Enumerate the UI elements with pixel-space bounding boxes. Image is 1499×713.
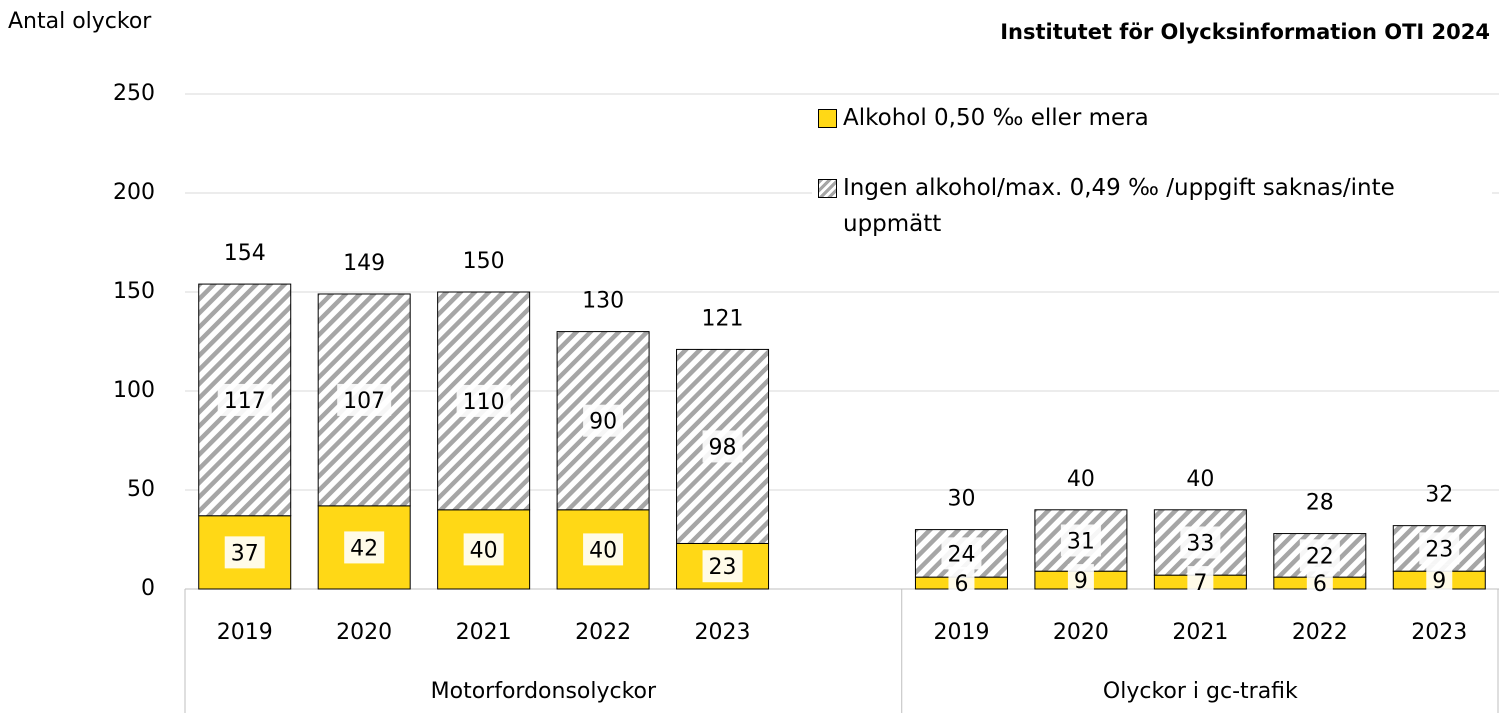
data-label-bg bbox=[337, 383, 392, 416]
group-label: Motorfordonsolyckor bbox=[431, 679, 657, 704]
data-label: 117 bbox=[224, 389, 266, 414]
total-label: 40 bbox=[1186, 467, 1214, 492]
total-label: 149 bbox=[343, 251, 385, 276]
x-tick-label: 2023 bbox=[695, 620, 751, 645]
data-label: 9 bbox=[1074, 569, 1088, 594]
data-label: 23 bbox=[709, 555, 737, 580]
data-label-bg bbox=[941, 537, 982, 570]
chart-title: Institutet för Olycksinformation OTI 202… bbox=[1000, 20, 1490, 44]
data-label-bg bbox=[948, 567, 975, 600]
data-label: 9 bbox=[1432, 569, 1446, 594]
legend-swatch bbox=[818, 109, 837, 128]
y-tick-label: 150 bbox=[113, 279, 155, 304]
x-tick-label: 2022 bbox=[1292, 620, 1348, 645]
total-label: 121 bbox=[702, 306, 744, 331]
legend-swatch bbox=[818, 179, 837, 198]
data-label-bg bbox=[463, 533, 504, 566]
x-tick-label: 2019 bbox=[933, 620, 989, 645]
x-tick-label: 2022 bbox=[575, 620, 631, 645]
data-label: 23 bbox=[1425, 537, 1453, 562]
data-label: 42 bbox=[350, 536, 378, 561]
data-label-bg bbox=[583, 404, 624, 437]
x-tick-label: 2021 bbox=[1172, 620, 1228, 645]
x-tick-label: 2021 bbox=[456, 620, 512, 645]
data-label-bg bbox=[1060, 524, 1101, 557]
data-label-bg bbox=[583, 533, 624, 566]
data-label: 90 bbox=[589, 410, 617, 435]
total-label: 32 bbox=[1425, 483, 1453, 508]
data-label-bg bbox=[217, 383, 272, 416]
total-label: 28 bbox=[1306, 491, 1334, 516]
data-label: 37 bbox=[231, 541, 259, 566]
data-label: 24 bbox=[947, 542, 975, 567]
data-label: 110 bbox=[463, 390, 505, 415]
data-label: 107 bbox=[343, 389, 385, 414]
data-label: 6 bbox=[1313, 572, 1327, 597]
y-tick-label: 100 bbox=[113, 378, 155, 403]
data-label: 33 bbox=[1186, 531, 1214, 556]
legend-label: Ingen alkohol/max. 0,49 ‰ /uppgift sakna… bbox=[843, 175, 1395, 237]
data-label: 40 bbox=[470, 538, 498, 563]
data-label: 98 bbox=[709, 435, 737, 460]
legend-item: Alkohol 0,50 ‰ eller mera bbox=[812, 100, 1492, 136]
data-label-bg bbox=[1180, 526, 1221, 559]
data-label: 40 bbox=[589, 538, 617, 563]
data-label-bg bbox=[702, 550, 743, 583]
y-tick-label: 250 bbox=[113, 81, 155, 106]
data-label-bg bbox=[1299, 539, 1340, 572]
y-tick-label: 50 bbox=[127, 477, 155, 502]
legend-item: Ingen alkohol/max. 0,49 ‰ /uppgift sakna… bbox=[812, 170, 1492, 242]
data-label-bg bbox=[702, 430, 743, 463]
data-label-bg bbox=[1419, 532, 1460, 565]
data-label: 22 bbox=[1306, 544, 1334, 569]
data-label-bg bbox=[456, 384, 511, 417]
data-label: 7 bbox=[1193, 571, 1207, 596]
data-label-bg bbox=[344, 531, 385, 564]
data-label-bg bbox=[1067, 564, 1094, 597]
y-tick-label: 0 bbox=[141, 576, 155, 601]
total-label: 130 bbox=[582, 289, 624, 314]
total-label: 154 bbox=[224, 241, 266, 266]
total-label: 40 bbox=[1067, 467, 1095, 492]
data-label-bg bbox=[224, 536, 265, 569]
y-axis-label: Antal olyckor bbox=[8, 9, 152, 34]
x-tick-label: 2019 bbox=[217, 620, 273, 645]
x-tick-label: 2023 bbox=[1411, 620, 1467, 645]
data-label-bg bbox=[1426, 564, 1453, 597]
data-label: 31 bbox=[1067, 529, 1095, 554]
group-label: Olyckor i gc-trafik bbox=[1103, 679, 1298, 704]
total-label: 30 bbox=[947, 487, 975, 512]
legend: Alkohol 0,50 ‰ eller mera Ingen alkohol/m… bbox=[812, 100, 1492, 276]
data-label-bg bbox=[1306, 567, 1333, 600]
data-label: 6 bbox=[954, 572, 968, 597]
legend-label: Alkohol 0,50 ‰ eller mera bbox=[843, 105, 1149, 131]
y-tick-label: 200 bbox=[113, 180, 155, 205]
x-tick-label: 2020 bbox=[1053, 620, 1109, 645]
total-label: 150 bbox=[463, 249, 505, 274]
x-tick-label: 2020 bbox=[336, 620, 392, 645]
data-label-bg bbox=[1187, 566, 1214, 599]
